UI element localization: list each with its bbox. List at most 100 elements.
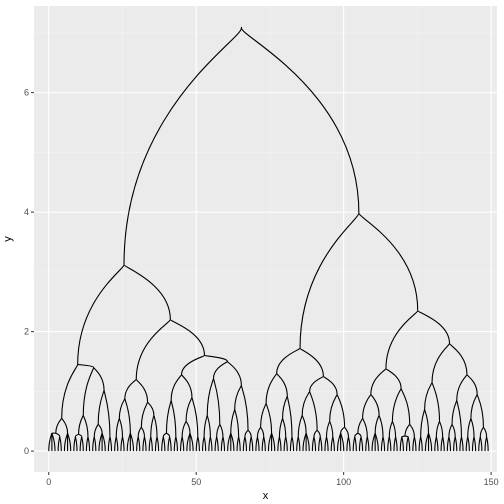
dendrogram-edge — [247, 429, 252, 437]
dendrogram-edge — [285, 436, 288, 452]
dendrogram-edge — [153, 415, 158, 437]
dendrogram-edge — [55, 432, 61, 437]
dendrogram-edge — [299, 347, 324, 377]
dendrogram-edge — [156, 436, 160, 452]
dendrogram-edge — [291, 436, 295, 452]
dendrogram-edge — [234, 409, 240, 437]
dendrogram-edge — [319, 436, 323, 452]
dendrogram-edge — [109, 436, 113, 452]
dendrogram-edge — [51, 433, 56, 452]
dendrogram-edge — [427, 433, 433, 452]
axis-ticks: 0 50 100 150 0 2 4 6 — [24, 88, 499, 487]
dendrogram-edge — [129, 433, 135, 452]
x-tick-label: 100 — [336, 477, 351, 487]
dendrogram-edge — [282, 418, 287, 437]
dendrogram-edge — [203, 354, 229, 362]
dendrogram-edge — [137, 436, 141, 452]
dendrogram-edge — [271, 433, 276, 452]
dendrogram-edge — [332, 436, 335, 452]
dendrogram-edge — [404, 435, 409, 438]
dendrogram-edge — [438, 421, 444, 437]
dendrogram-edge — [93, 367, 105, 391]
dendrogram-edge — [169, 436, 172, 452]
minor-gridlines — [34, 6, 497, 472]
dendrogram-edge — [400, 388, 411, 425]
y-tick-label: 0 — [24, 446, 29, 456]
dendrogram-edge — [180, 374, 193, 398]
dendrogram-edge — [336, 394, 346, 428]
dendrogram-edge — [123, 27, 243, 265]
x-tick-label: 50 — [191, 477, 201, 487]
dendrogram-edge — [313, 436, 317, 452]
dendrogram-edge — [362, 418, 368, 437]
dendrogram-edge — [81, 436, 84, 452]
dendrogram-edge — [93, 436, 97, 452]
dendrogram-edge — [276, 373, 288, 397]
dendrogram-edge — [74, 436, 78, 452]
dendrogram-edge — [118, 418, 124, 437]
dendrogram-edge — [340, 433, 345, 452]
y-axis-title: y — [2, 236, 14, 242]
dendrogram-edge — [143, 436, 147, 452]
dendrogram-edge — [470, 418, 475, 437]
dendrogram-edge — [448, 436, 452, 452]
dendrogram-edge — [115, 436, 119, 452]
dendrogram-edge — [150, 436, 153, 452]
dendrogram-edge — [301, 415, 307, 434]
dendrogram-edge — [382, 436, 386, 452]
dendrogram-edge — [103, 390, 111, 437]
dendrogram-edge — [77, 363, 95, 368]
y-tick-label: 4 — [24, 207, 29, 217]
dendrogram-edge — [209, 436, 213, 452]
dendrogram-edge — [456, 400, 463, 437]
dendrogram-edge — [191, 397, 199, 437]
dendrogram-edge — [189, 433, 194, 452]
dendrogram-edge — [175, 436, 178, 452]
y-tick-label: 6 — [24, 88, 29, 98]
dendrogram-edge — [67, 433, 72, 452]
dendrogram-edge — [203, 436, 207, 452]
dendrogram-edge — [97, 423, 103, 434]
dendrogram-edge — [82, 367, 95, 416]
dendrogram-edge — [329, 421, 334, 437]
dendrogram-edge — [240, 27, 360, 214]
dendrogram-edge — [123, 264, 171, 320]
dendrogram-edge — [442, 436, 445, 452]
dendrogram-edge — [388, 436, 392, 452]
dendrogram-edge — [482, 426, 488, 437]
x-tick-label: 150 — [484, 477, 499, 487]
dendrogram-edge — [185, 420, 191, 434]
dendrogram-edge — [366, 436, 370, 452]
dendrogram-edge — [305, 433, 310, 452]
dendrogram-edge — [78, 433, 83, 437]
dendrogram-edge — [431, 382, 441, 422]
dendrogram-edge — [370, 394, 380, 416]
dendrogram-edge — [299, 213, 360, 349]
dendrogram-edge — [431, 343, 451, 383]
dendrogram-edge — [451, 424, 456, 437]
dendrogram-edge — [473, 436, 477, 452]
dendrogram-edge — [378, 415, 384, 437]
dendrogram-edge — [354, 436, 357, 452]
dendrogram-edge — [407, 436, 411, 452]
dendrogram-edge — [121, 436, 125, 452]
dendrogram-edge — [61, 364, 79, 419]
dendrogram-edge — [165, 432, 171, 437]
dendrogram-edge — [460, 436, 464, 452]
dendrogram-edge — [325, 436, 329, 452]
dendrogram-edge — [147, 401, 155, 416]
dendrogram-edge — [181, 436, 185, 452]
dendrogram-edge — [59, 436, 62, 452]
dendrogram-edge — [347, 436, 351, 452]
dendrogram-edge — [357, 432, 362, 437]
dendrogram-edge — [87, 436, 91, 452]
dendrogram-edge — [322, 375, 338, 395]
dendrogram-edge — [370, 368, 387, 395]
plot-panel — [34, 6, 497, 472]
dendrogram-edge — [409, 423, 415, 437]
dendrogram-edge — [385, 310, 419, 369]
dendrogram-edge — [448, 343, 468, 375]
dendrogram-edge — [135, 319, 171, 380]
dendrogram-edge — [263, 436, 266, 452]
